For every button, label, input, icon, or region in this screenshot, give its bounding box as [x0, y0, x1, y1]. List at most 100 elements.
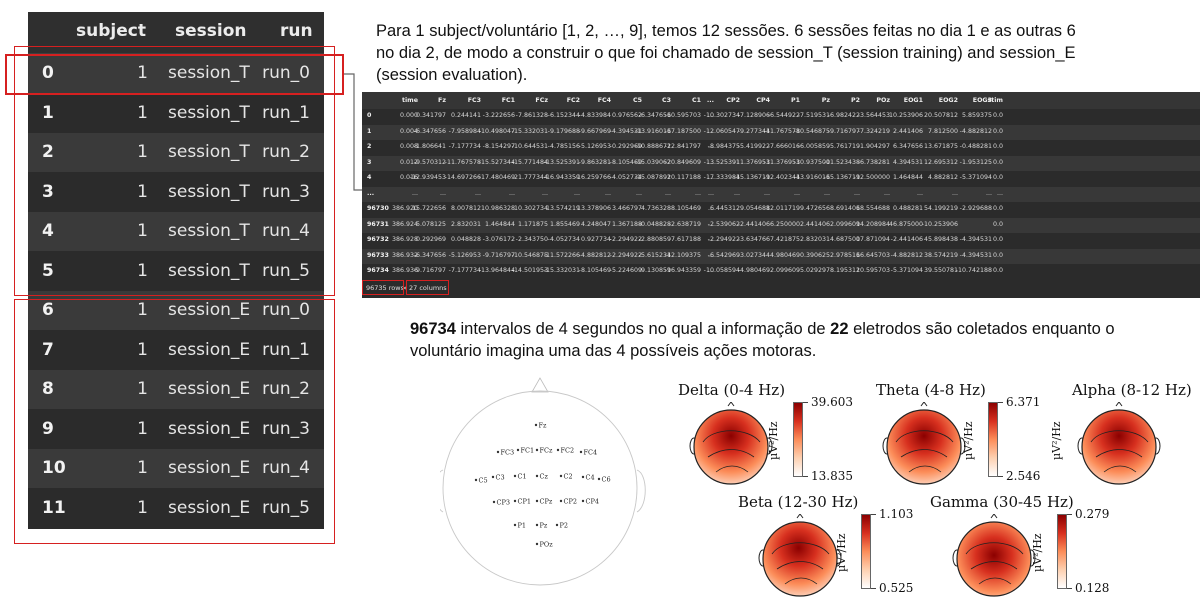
dataframe-cell: 0.0 [992, 251, 1003, 259]
dataframe-row-index: 0 [367, 112, 372, 119]
dataframe-cell: 2.832031 [799, 236, 830, 243]
table-row: 4 1 session_T run_4 [28, 212, 324, 251]
dataframe-cell: 14.208984 [855, 220, 890, 228]
dataframe-cell: -15.136719 [733, 174, 770, 181]
table-row: 6 1 session_E run_0 [28, 291, 324, 330]
electrode-label: FC4 [584, 448, 598, 456]
electrode-label: Fz [539, 421, 548, 429]
dataframe-cell: 8.007812 [450, 205, 481, 212]
column-header: CP4 [756, 97, 770, 104]
column-header: time [401, 97, 418, 104]
dataframe-cell: -4.882812 [578, 251, 611, 259]
electrode-dot [535, 523, 539, 527]
dataframe-cell: 18.554688 [855, 205, 890, 212]
dataframe-cell: -10.058594 [703, 267, 740, 274]
dataframe-cell: -2.099609 [767, 267, 800, 274]
cell-session: session_E [168, 497, 251, 518]
row-index: 5 [42, 260, 54, 281]
electrode-dot [492, 500, 496, 504]
electrode-dot [496, 450, 500, 454]
dataframe-cell: 7.812500 [927, 127, 958, 135]
column-header: POz [876, 97, 890, 104]
electrode-count: 22 [830, 320, 849, 338]
dataframe-cell: 1.171875 [517, 220, 548, 228]
dataframe-cell: -11.767578 [444, 158, 481, 166]
row-index: 10 [42, 458, 66, 478]
dataframe-cell: -14.697266 [444, 174, 481, 181]
dataframe-cell: -7.958984 [448, 127, 481, 135]
dataframe-cell: -15.039062 [634, 158, 671, 166]
dataframe-cell: -10.937500 [793, 158, 830, 166]
dataframe-cell: ... [664, 189, 671, 197]
intro-line-2: no dia 2, de modo a construir o que foi … [376, 44, 1076, 62]
electrode-label: C4 [586, 473, 595, 481]
intro-line-1: Para 1 subject/voluntário [1, 2, …, 9], … [376, 22, 1076, 40]
colorbar [861, 514, 871, 589]
dataframe-cell: -2.441406 [737, 220, 770, 228]
dataframe-cell: -12.109375 [664, 251, 701, 259]
cell-session: session_T [168, 181, 250, 202]
dataframe-cell: 5.859375 [961, 112, 992, 119]
electrode-label: Cz [540, 472, 549, 480]
dataframe-row: 2 0.008 -1.806641 -7.177734 -8.154297 -10.644… [362, 140, 1200, 156]
dataframe-cell: ... [996, 189, 1003, 197]
dataframe-cell: 12.695312 [923, 158, 958, 166]
dataframe-row-index: 1 [367, 127, 372, 135]
dataframe-cell: 0.976562 [611, 112, 642, 119]
band-title: Delta (0-4 Hz) [678, 381, 786, 399]
dataframe-cell: 15.722656 [411, 205, 446, 212]
dataframe-cell: -6.542969 [707, 251, 740, 259]
column-header: EOG3 [972, 97, 992, 104]
electrode-dot [581, 499, 585, 503]
dataframe-cell: -2.294922 [609, 251, 642, 259]
dataframe-cell: 0.0 [992, 158, 1003, 166]
dataframe-cell: 8.691406 [829, 205, 860, 212]
table-row: 0 1 session_T run_0 [28, 54, 324, 93]
electrode-dot [474, 478, 478, 482]
column-header: Pz [821, 97, 830, 104]
cell-run: run_3 [262, 418, 310, 439]
dataframe-cell: -7.177734 [448, 267, 481, 274]
dataframe-cell: -7.128906 [737, 112, 770, 119]
band-title: Beta (12-30 Hz) [738, 493, 859, 511]
dataframe-cell: -6.982422 [827, 112, 860, 119]
dataframe-cell: ... [883, 189, 890, 197]
table-row: 1 1 session_T run_1 [28, 93, 324, 133]
dataframe-cell: -3.076172 [482, 236, 515, 243]
colorbar-max: 6.371 [1006, 395, 1041, 409]
dataframe-cell: -2.441406 [890, 236, 923, 243]
colorbar-tick [803, 476, 808, 477]
dataframe-cell: 0.0 [992, 174, 1003, 181]
dataframe-cell: -3.027344 [737, 251, 770, 259]
cell-run: run_4 [262, 458, 310, 478]
dataframe-cell: -15.087891 [634, 174, 671, 181]
dataframe-cell: 4.980469 [769, 251, 800, 259]
description-text-1: intervalos de 4 segundos no qual a infor… [455, 320, 831, 338]
description-text-2: eletrodos são coletados enquanto o [848, 320, 1115, 338]
dataframe-cell: ... [707, 205, 714, 212]
header-run: run [280, 21, 313, 41]
dataframe-cell: -15.332031 [543, 267, 580, 274]
electrode-label: C1 [518, 472, 527, 480]
column-header: FC2 [566, 97, 580, 104]
dataframe-row: 96731 386.924 5.078125 2.832031 1.464844 1.17… [362, 217, 1200, 233]
dataframe-cell: 0.927734 [580, 236, 611, 243]
dataframe-cell: -15.527344 [478, 158, 515, 166]
table-row: 5 1 session_T run_5 [28, 251, 324, 291]
dataframe-cell: -20.117188 [664, 174, 701, 181]
dataframe-cell: ... [439, 189, 446, 197]
dataframe-cell: 0.016 [399, 174, 418, 181]
band-title: Alpha (8-12 Hz) [1072, 381, 1192, 399]
colorbar-unit: µV²/Hz [767, 421, 780, 460]
electrode-label: FC3 [501, 448, 515, 456]
cell-run: run_1 [262, 102, 310, 123]
cell-subject: 1 [137, 142, 148, 162]
dataframe-cell: -13.964844 [478, 267, 515, 274]
dataframe-row-index: 96731 [367, 220, 389, 228]
colorbar-tick [998, 476, 1003, 477]
electrode-label: CP3 [497, 498, 510, 506]
dataframe-cell: -4.394531 [959, 251, 992, 259]
header-session: session [175, 21, 247, 41]
cell-session: session_E [168, 339, 251, 360]
footer-rows: 96735 rows [366, 284, 404, 292]
